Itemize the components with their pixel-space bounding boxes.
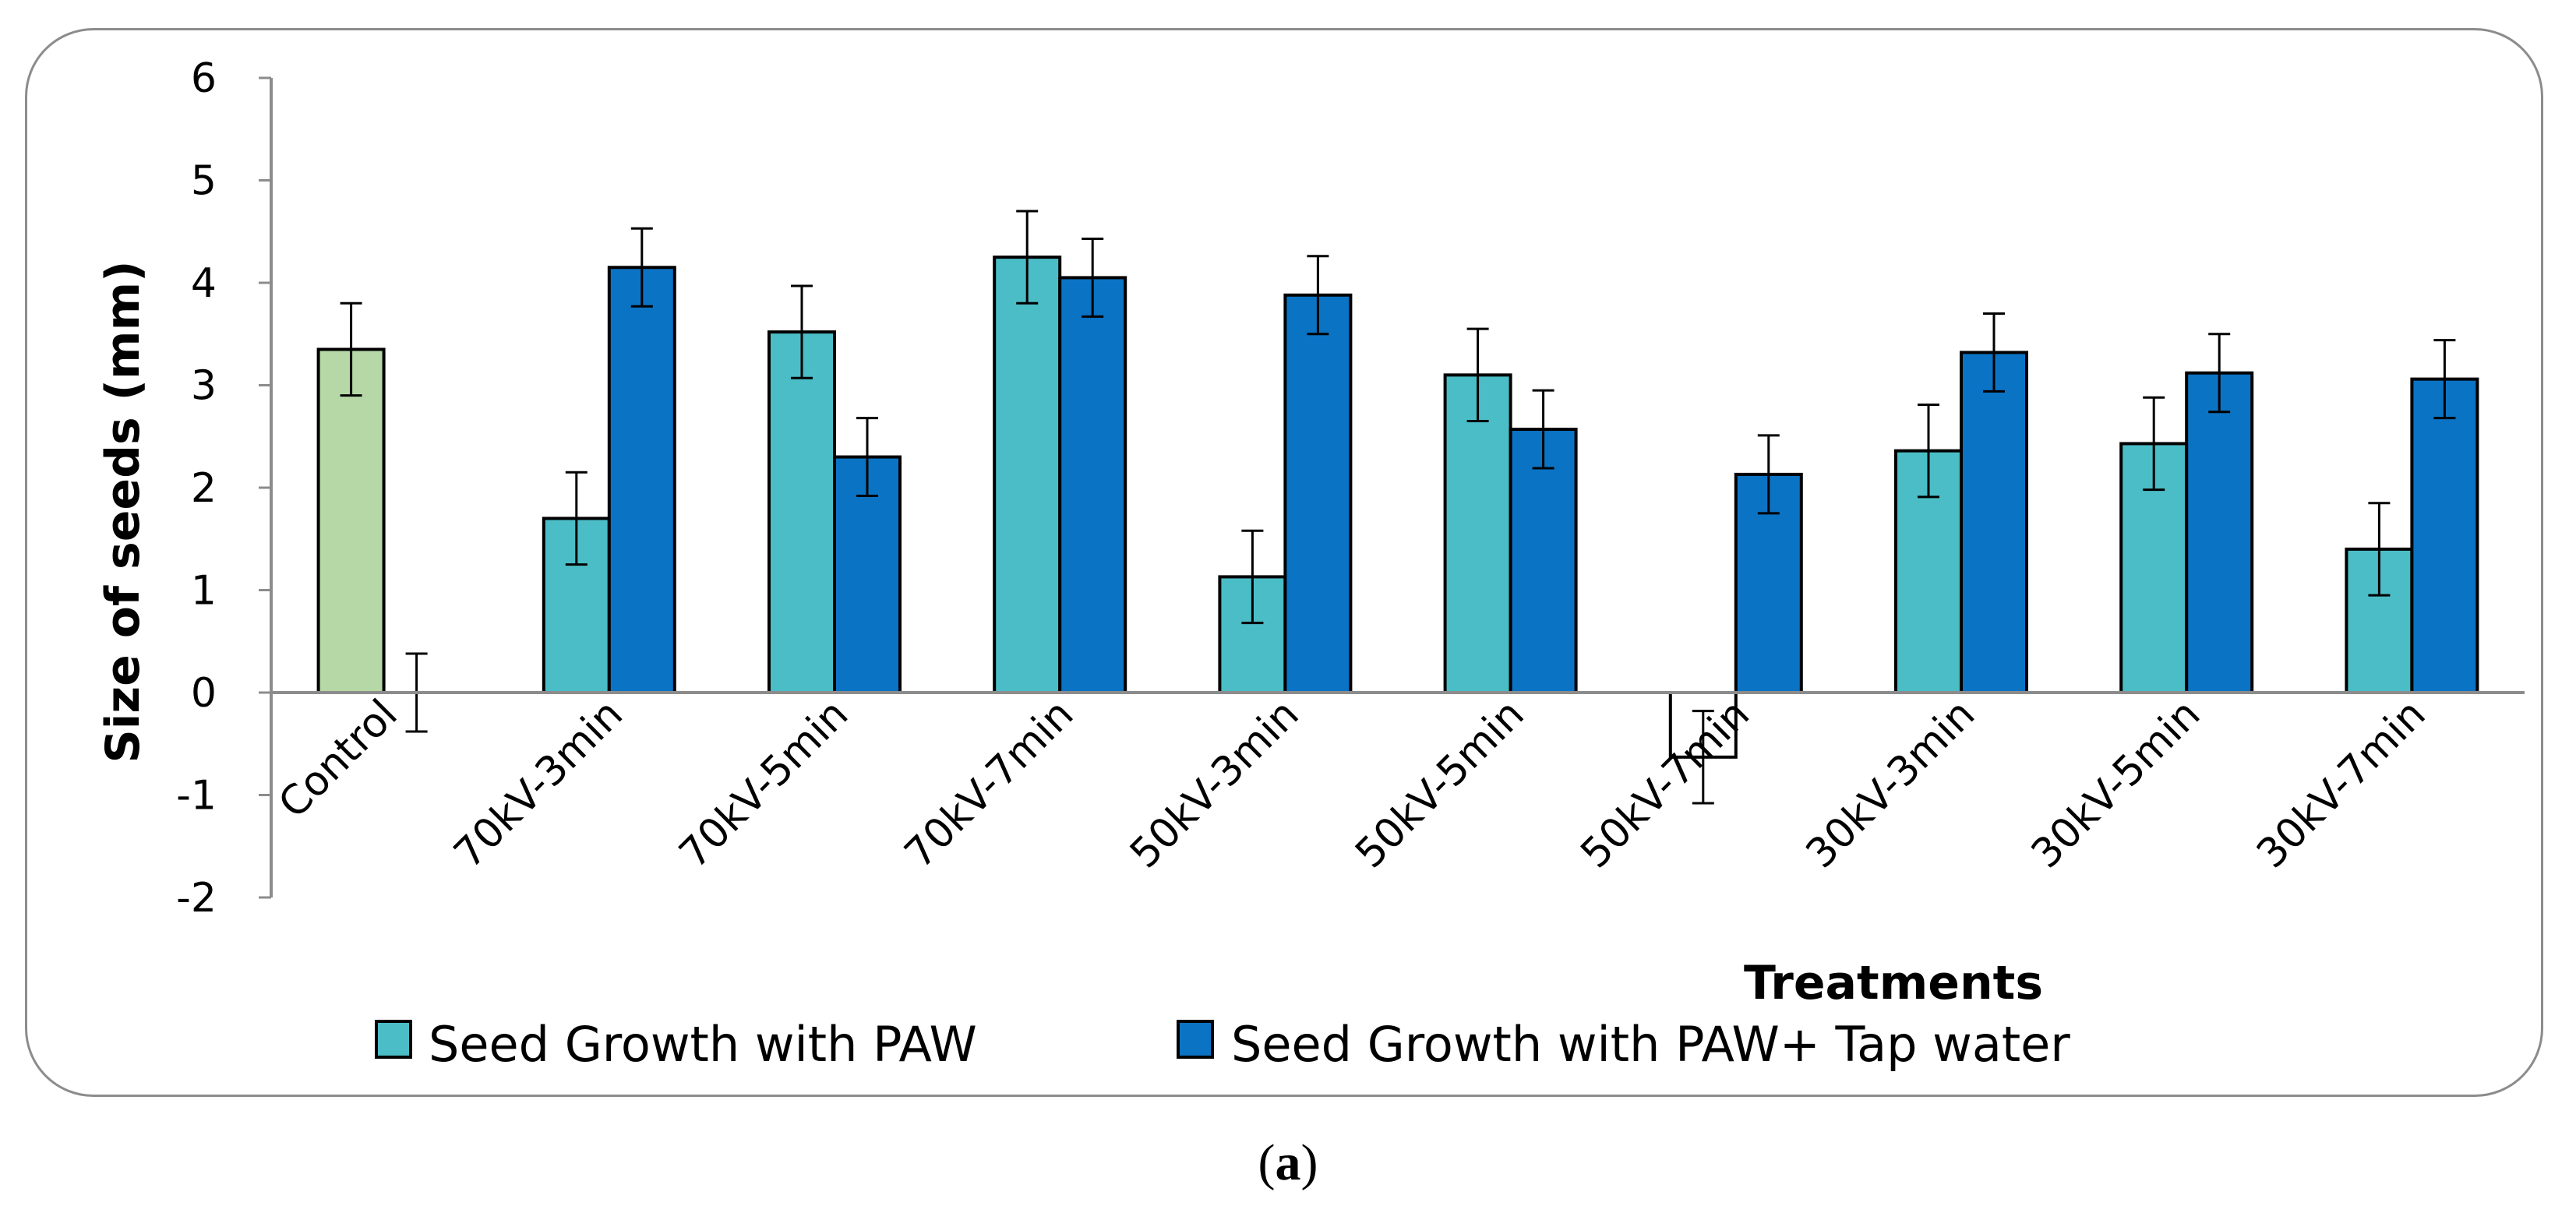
- bar-paw: [316, 347, 386, 694]
- bars-layer: [316, 210, 2479, 805]
- y-tick-label: 6: [191, 55, 217, 102]
- legend-swatch-paw: [375, 1020, 412, 1059]
- x-tick-label: 50kV-5min: [1346, 691, 1533, 878]
- x-tick-label: Control: [270, 691, 406, 827]
- caption-open-paren: (: [1258, 1134, 1276, 1191]
- x-tick-label: 30kV-7min: [2248, 691, 2435, 878]
- x-axis-title: Treatments: [1744, 956, 2043, 1010]
- bar-paw-tap: [2185, 371, 2254, 694]
- legend: Seed Growth with PAW Seed Growth with PA…: [375, 1016, 2070, 1073]
- bar-paw-tap: [1509, 428, 1578, 694]
- y-tick-label: 2: [191, 465, 217, 512]
- x-tick-label: 30kV-5min: [2023, 691, 2210, 878]
- x-tick-label: 50kV-7min: [1572, 691, 1759, 878]
- x-tick-label: 70kV-3min: [445, 691, 632, 878]
- bar-paw: [993, 256, 1062, 694]
- legend-label-paw-tap: Seed Growth with PAW+ Tap water: [1231, 1016, 2070, 1073]
- axes-layer: [259, 76, 2525, 899]
- y-tick-label: 0: [191, 670, 217, 717]
- y-axis-title: Size of seeds (mm): [96, 260, 150, 763]
- x-tick-label: 30kV-3min: [1798, 691, 1985, 878]
- legend-label-paw: Seed Growth with PAW: [429, 1016, 977, 1073]
- bar-paw-tap: [2410, 377, 2479, 694]
- y-tick-label: 4: [191, 260, 217, 307]
- y-tick-label: -2: [176, 875, 217, 922]
- bar-paw: [768, 330, 836, 694]
- bar-paw-tap: [1058, 276, 1127, 694]
- bar-paw-tap: [1960, 351, 2028, 694]
- bar-paw-tap: [1283, 293, 1353, 694]
- y-tick-label: -1: [176, 773, 217, 820]
- caption-close-paren: ): [1300, 1134, 1318, 1191]
- y-tick-label: 3: [191, 363, 217, 410]
- y-tick-label: 1: [191, 568, 217, 615]
- bar-paw-tap: [607, 266, 676, 694]
- caption-label: a: [1275, 1134, 1301, 1191]
- bar-paw: [1443, 373, 1512, 694]
- x-tick-label: 50kV-3min: [1121, 691, 1308, 878]
- figure-caption: (a): [0, 1134, 2576, 1193]
- x-tick-label: 70kV-7min: [896, 691, 1083, 878]
- x-tick-label: 70kV-5min: [671, 691, 858, 878]
- legend-swatch-paw-tap: [1177, 1020, 1214, 1059]
- y-tick-label: 5: [191, 158, 217, 205]
